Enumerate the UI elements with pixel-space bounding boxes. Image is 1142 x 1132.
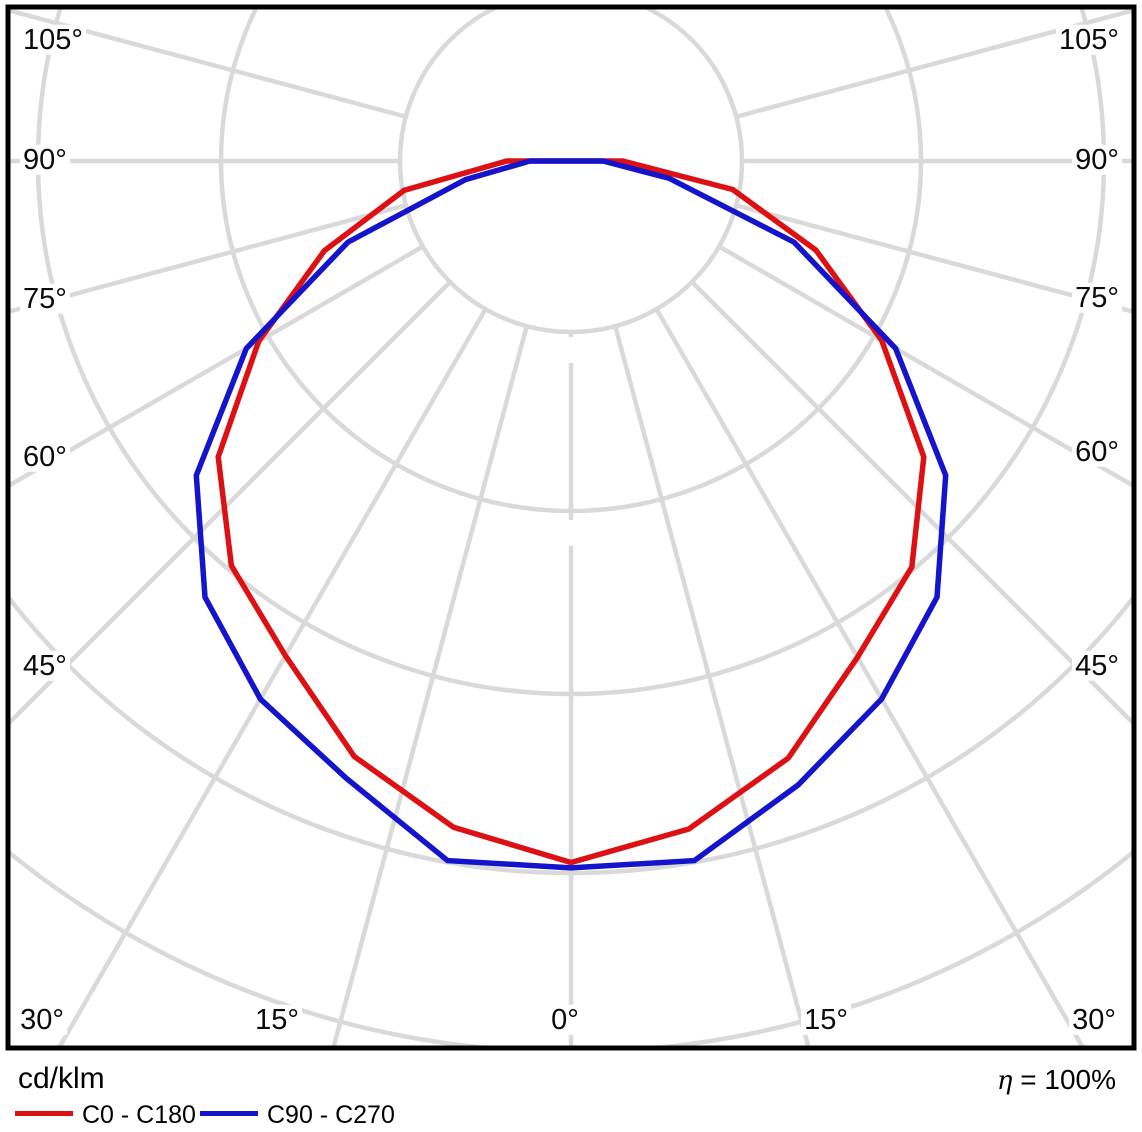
radial-gridline	[717, 244, 1132, 488]
angle-label-30deg-bottom: 30°	[17, 1004, 67, 1035]
angle-label-15deg-bottom: 15°	[252, 1004, 302, 1035]
radial-gridline	[654, 307, 1085, 1046]
angle-label-60deg-left: 60°	[20, 441, 70, 472]
angle-label-75deg-right: 75°	[1072, 282, 1122, 313]
curve-C90-C270	[193, 158, 949, 871]
angle-label-15deg-bottom: 15°	[801, 1004, 851, 1035]
angle-label-105deg-right: 105°	[1056, 24, 1122, 55]
legend-label: C0 - C180	[82, 1101, 196, 1129]
radial-gridline	[10, 9, 407, 119]
unit-label: cd/klm	[18, 1062, 105, 1095]
eta-value: = 100%	[1020, 1064, 1116, 1095]
radial-gridline	[57, 307, 488, 1046]
radial-gridline	[10, 280, 452, 725]
legend-swatch	[200, 1111, 258, 1116]
radial-gridline	[690, 280, 1132, 725]
angle-label-75deg-left: 75°	[20, 283, 70, 314]
angle-label-90deg-right: 90°	[1072, 144, 1122, 175]
angle-label-60deg-right: 60°	[1072, 436, 1122, 467]
angle-label-45deg-left: 45°	[20, 650, 70, 681]
chart-frame	[5, 4, 1137, 1051]
angle-label-45deg-right: 45°	[1072, 650, 1122, 681]
radial-gridline	[331, 325, 529, 1046]
legend-swatch	[15, 1111, 73, 1116]
legend-label: C90 - C270	[267, 1101, 395, 1129]
curve-C0-C180	[215, 158, 927, 866]
axis-gap	[558, 520, 584, 546]
radial-gridline	[735, 9, 1132, 119]
angle-label-0deg-bottom: 0°	[548, 1004, 582, 1035]
angle-label-105deg-left: 105°	[20, 24, 86, 55]
angle-label-90deg-left: 90°	[20, 144, 70, 175]
angle-label-30deg-bottom: 30°	[1069, 1004, 1119, 1035]
radial-gridline	[613, 325, 811, 1046]
axis-gap	[558, 337, 584, 363]
eta-symbol: η	[996, 1066, 1013, 1096]
efficiency-label: η = 100%	[997, 1064, 1116, 1096]
radial-gridline	[735, 203, 1132, 314]
radial-gridline	[10, 203, 407, 314]
legend: C0 - C180 C90 - C270	[15, 1100, 1115, 1130]
radial-gridline	[10, 244, 425, 488]
